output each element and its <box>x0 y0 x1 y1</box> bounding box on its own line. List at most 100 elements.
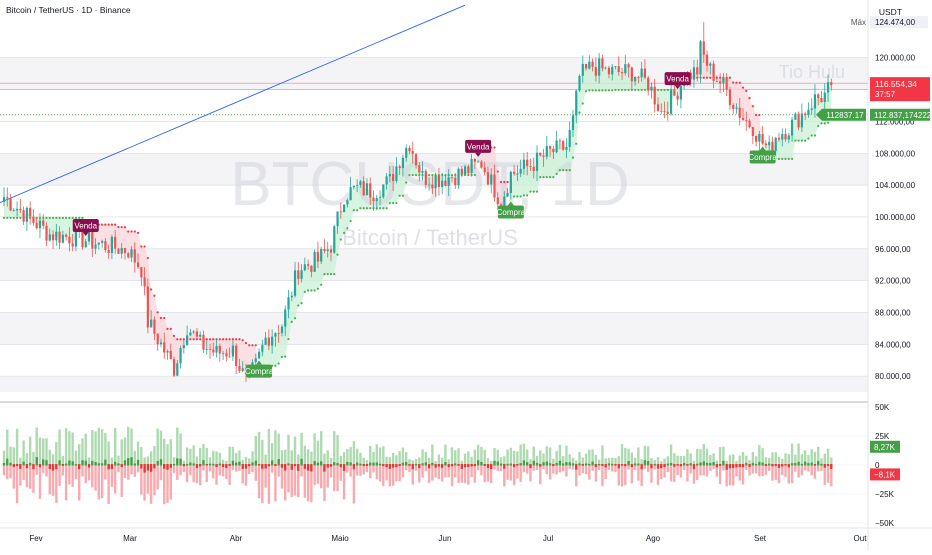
candle-body[interactable] <box>480 161 483 168</box>
candle-body[interactable] <box>221 353 225 355</box>
candle-body[interactable] <box>768 141 771 146</box>
sell-signal-badge[interactable]: Venda <box>72 218 99 236</box>
candle-body[interactable] <box>568 129 571 147</box>
candle-body[interactable] <box>284 309 287 327</box>
candle-body[interactable] <box>150 319 153 328</box>
candle-body[interactable] <box>627 64 630 68</box>
candle-body[interactable] <box>186 335 189 346</box>
candle-body[interactable] <box>388 174 391 177</box>
candle-body[interactable] <box>329 249 333 253</box>
candle-body[interactable] <box>715 80 718 82</box>
candle-body[interactable] <box>640 68 643 78</box>
candle-body[interactable] <box>94 244 97 249</box>
candle-body[interactable] <box>496 197 499 205</box>
candle-body[interactable] <box>418 165 421 173</box>
candle-body[interactable] <box>133 249 136 263</box>
candle-body[interactable] <box>548 146 552 149</box>
candle-body[interactable] <box>598 58 601 76</box>
candle-body[interactable] <box>195 331 199 337</box>
candle-body[interactable] <box>663 111 666 113</box>
candle-body[interactable] <box>473 159 476 162</box>
candle-body[interactable] <box>421 171 424 173</box>
indicator-axis-tag[interactable] <box>870 108 930 121</box>
candle-body[interactable] <box>130 249 133 258</box>
candle-body[interactable] <box>748 120 751 128</box>
candle-body[interactable] <box>571 115 575 130</box>
candle-body[interactable] <box>169 351 172 360</box>
candle-body[interactable] <box>199 334 202 337</box>
candle-body[interactable] <box>22 210 25 222</box>
candle-body[interactable] <box>123 247 127 254</box>
candle-body[interactable] <box>35 222 38 229</box>
candle-body[interactable] <box>437 175 441 188</box>
candle-body[interactable] <box>826 82 830 93</box>
candle-body[interactable] <box>774 137 777 152</box>
candle-body[interactable] <box>666 111 669 114</box>
candle-body[interactable] <box>823 92 826 103</box>
candle-body[interactable] <box>261 344 264 352</box>
candle-body[interactable] <box>117 248 120 254</box>
candle-body[interactable] <box>431 184 434 189</box>
candle-body[interactable] <box>71 243 74 247</box>
candle-body[interactable] <box>604 67 607 69</box>
candle-body[interactable] <box>486 172 490 185</box>
candle-body[interactable] <box>454 177 457 186</box>
candle-body[interactable] <box>280 326 284 334</box>
candle-body[interactable] <box>830 82 833 86</box>
candle-body[interactable] <box>712 63 715 81</box>
candle-body[interactable] <box>48 234 51 241</box>
candle-body[interactable] <box>611 66 614 75</box>
candle-body[interactable] <box>336 211 339 227</box>
candle-body[interactable] <box>136 262 140 268</box>
candle-body[interactable] <box>620 72 624 74</box>
buy-signal-badge[interactable]: Compra <box>497 201 526 219</box>
candle-body[interactable] <box>581 63 584 76</box>
candle-body[interactable] <box>6 197 9 199</box>
candle-body[interactable] <box>172 359 176 376</box>
candle-body[interactable] <box>189 332 192 336</box>
candle-body[interactable] <box>591 61 594 67</box>
candle-body[interactable] <box>205 349 208 350</box>
candle-body[interactable] <box>617 66 620 73</box>
candle-body[interactable] <box>745 120 748 122</box>
buy-signal-badge[interactable]: Compra <box>748 146 777 164</box>
candle-body[interactable] <box>807 109 810 116</box>
candle-body[interactable] <box>477 161 480 163</box>
candle-body[interactable] <box>359 181 362 185</box>
candle-body[interactable] <box>607 67 611 75</box>
candle-body[interactable] <box>208 349 212 350</box>
candle-body[interactable] <box>457 168 460 186</box>
candle-body[interactable] <box>702 41 705 55</box>
candle-body[interactable] <box>320 249 323 262</box>
candle-body[interactable] <box>751 127 754 136</box>
candle-body[interactable] <box>817 94 820 98</box>
candle-body[interactable] <box>369 183 372 198</box>
candle-body[interactable] <box>444 180 447 186</box>
candle-body[interactable] <box>699 41 702 75</box>
candle-body[interactable] <box>97 242 100 245</box>
candle-body[interactable] <box>735 107 738 109</box>
candle-body[interactable] <box>293 270 297 296</box>
candle-body[interactable] <box>127 253 130 258</box>
candle-body[interactable] <box>509 171 512 193</box>
candle-body[interactable] <box>356 184 359 186</box>
candle-body[interactable] <box>434 175 437 189</box>
candle-body[interactable] <box>38 220 42 229</box>
candle-body[interactable] <box>81 228 84 248</box>
candle-body[interactable] <box>660 110 663 112</box>
candle-body[interactable] <box>74 228 78 247</box>
candle-body[interactable] <box>342 204 346 213</box>
candle-body[interactable] <box>241 368 244 371</box>
candle-body[interactable] <box>238 366 241 371</box>
candle-body[interactable] <box>503 196 506 209</box>
candle-body[interactable] <box>522 159 526 169</box>
candle-body[interactable] <box>555 140 558 153</box>
candle-body[interactable] <box>143 277 146 287</box>
candle-body[interactable] <box>378 197 382 199</box>
candle-body[interactable] <box>428 184 431 186</box>
candle-body[interactable] <box>2 197 6 203</box>
candle-body[interactable] <box>316 251 320 262</box>
candle-body[interactable] <box>771 141 774 152</box>
candle-body[interactable] <box>414 153 418 166</box>
candle-body[interactable] <box>45 225 48 241</box>
